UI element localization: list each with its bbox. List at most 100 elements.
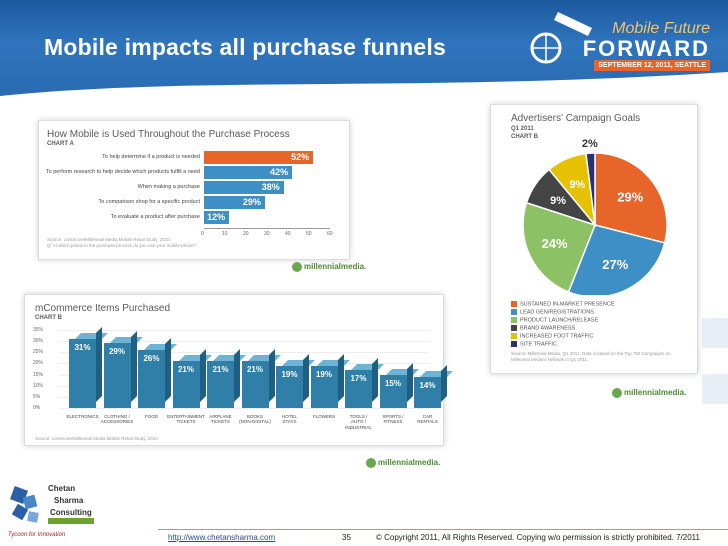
footer-divider (158, 529, 728, 530)
chart-c-y-tick: 10% (33, 382, 44, 389)
chart-a-bar: 52% (204, 151, 314, 164)
chart-a-x-tick: 50 (306, 231, 312, 237)
millennial-logo-icon (612, 388, 622, 398)
chart-c-bar-value: 14% (419, 380, 436, 390)
chart-c-category-line: FLOWERS (312, 414, 336, 419)
legend-swatch (511, 309, 517, 315)
chart-c-bar (138, 350, 165, 408)
chart-c-logo-text: millennialmedia. (378, 458, 441, 468)
chart-c-logo: millennialmedia. (366, 458, 440, 468)
chart-c-bar (310, 365, 338, 408)
chart-a-x-tick: 40 (285, 231, 291, 237)
chart-c-bar-side (303, 353, 309, 402)
copyright-text: © Copyright 2011, All Rights Reserved. C… (376, 533, 700, 542)
chart-a-title: How Mobile is Used Throughout the Purcha… (47, 129, 290, 140)
chart-c-category-line: TICKETS (210, 419, 230, 425)
pie-slice (567, 224, 666, 295)
chart-b-legend-item: SITE TRAFFIC (511, 341, 557, 347)
chart-c-category-label: SPORTS / FITNESS (373, 414, 413, 425)
pie-slice-label: 9% (550, 195, 566, 207)
chart-c-category-line: BOOKS (246, 414, 263, 419)
chart-b-title: Advertisers' Campaign Goals (511, 113, 641, 124)
chart-c-category-line: FOOD (145, 414, 158, 419)
chart-c-bar-side (406, 362, 413, 402)
chart-b-legend-item: INCREASED FOOT TRAFFIC (511, 333, 593, 339)
chart-b-legend-item: LEAD GEN/REGISTRATIONS (511, 309, 594, 315)
footer-website-link[interactable]: http://www.chetansharma.com (168, 533, 276, 542)
brand-date-badge: SEPTEMBER 12, 2011, SEATTLE (594, 60, 710, 71)
chart-c-bar (345, 370, 372, 408)
chart-c-category-line: RENTALS (417, 419, 438, 425)
chart-c-category-line: SPORTS / (382, 414, 404, 419)
pie-slice-label: 29% (617, 190, 643, 205)
pie-slice-label: 24% (542, 236, 568, 251)
chart-c-bar-value: 15% (384, 378, 401, 388)
chart-c-bar (414, 376, 441, 408)
chart-c-bar-value: 19% (315, 369, 332, 379)
chart-c-subtitle: CHART B (35, 315, 62, 321)
pie-slice (594, 152, 668, 244)
chart-a-bar: 42% (204, 166, 293, 179)
logo-line-1: Chetan (48, 484, 76, 493)
chart-c-bar-side (96, 326, 102, 402)
chart-c-category-line: AIRPLANE (209, 414, 232, 419)
chart-a-bar-value: 42% (270, 167, 289, 177)
chart-c-y-tick: 35% (33, 327, 44, 333)
chart-a-source: Source: comScore/Millennial Media Mobile… (47, 237, 287, 249)
chart-a-note-text: Q: At which points in the purchase proce… (47, 242, 197, 248)
chart-c-bar (69, 338, 96, 408)
chart-c-category-label: AIRPLANE TICKETS (201, 414, 241, 425)
chart-c-bar-side (199, 349, 206, 402)
chart-a-x-tick: 20 (243, 231, 249, 237)
chart-c-category-line: TICKETS (176, 419, 196, 425)
chart-c-bar-value: 31% (74, 342, 91, 352)
banner-wave (0, 72, 728, 96)
legend-swatch (511, 317, 517, 323)
company-logo-icon (10, 486, 39, 523)
header-banner: Mobile impacts all purchase funnels Mobi… (0, 0, 728, 96)
footer-company-logo: Chetan Sharma Consulting Tycoon for Inno… (8, 478, 98, 542)
chart-a-axis-line (204, 228, 330, 229)
chart-c-category-label: HOTEL STAYS (270, 414, 310, 425)
chart-c-bar-side (337, 353, 344, 402)
edge-tab-1 (702, 318, 728, 348)
edge-tab-2 (702, 374, 728, 404)
chart-c-bar-side (234, 349, 240, 402)
chart-a-bar-value: 38% (261, 182, 280, 192)
page-number: 35 (342, 533, 351, 542)
chart-b-subtitle2: CHART B (511, 134, 538, 140)
chart-c-category-line: INDUSTRIAL (345, 424, 372, 430)
chart-c-gridline (59, 408, 429, 409)
brand-main-text: FORWARD (582, 36, 710, 61)
chart-a-logo-text: millennialmedia. (304, 262, 367, 272)
chart-c-category-label: TOOLS / AUTO / INDUSTRIAL (339, 414, 379, 430)
legend-label: SITE TRAFFIC (520, 341, 557, 348)
legend-swatch (511, 325, 517, 331)
legend-swatch (511, 301, 517, 307)
chart-c-category-label: FOOD (132, 414, 172, 419)
chart-b-logo: millennialmedia. (612, 388, 686, 398)
legend-swatch (511, 333, 517, 339)
chart-c-source: Source: comScore/Millennial Media Mobile… (35, 436, 159, 441)
chart-c-bar-value: 17% (350, 374, 367, 384)
chart-c-category-label: ENTERTAINMENT TICKETS (166, 414, 206, 425)
legend-label: BRAND AWARENESS (520, 325, 576, 332)
chart-c-y-tick: 5% (33, 393, 41, 400)
chart-a-bar: 38% (204, 181, 284, 194)
chart-c-gridline (59, 352, 429, 354)
legend-label: LEAD GEN/REGISTRATIONS (520, 309, 594, 316)
chart-c-y-tick: 20% (33, 360, 44, 367)
chart-b-legend-item: SUSTAINED IN-MARKET PRESENCE (511, 301, 615, 307)
chart-c-bar (276, 365, 303, 408)
chart-a-bar-value: 12% (207, 212, 226, 222)
logo-tagline: Tycoon for Innovation (8, 532, 66, 538)
logo-green-bar (48, 518, 94, 524)
chart-b-legend-item: PRODUCT LAUNCH/RELEASE (511, 317, 598, 323)
pie-slice-label: 2% (582, 138, 598, 150)
chart-a-x-tick: 60 (327, 231, 333, 237)
brand-top-text: Mobile Future (612, 20, 710, 37)
chart-a-x-tick: 30 (264, 231, 270, 237)
chart-c-category-label: FLOWERS (304, 414, 344, 419)
chart-c-y-tick: 30% (33, 338, 44, 345)
chart-c-category-line: ELECTRONICS (66, 414, 99, 419)
